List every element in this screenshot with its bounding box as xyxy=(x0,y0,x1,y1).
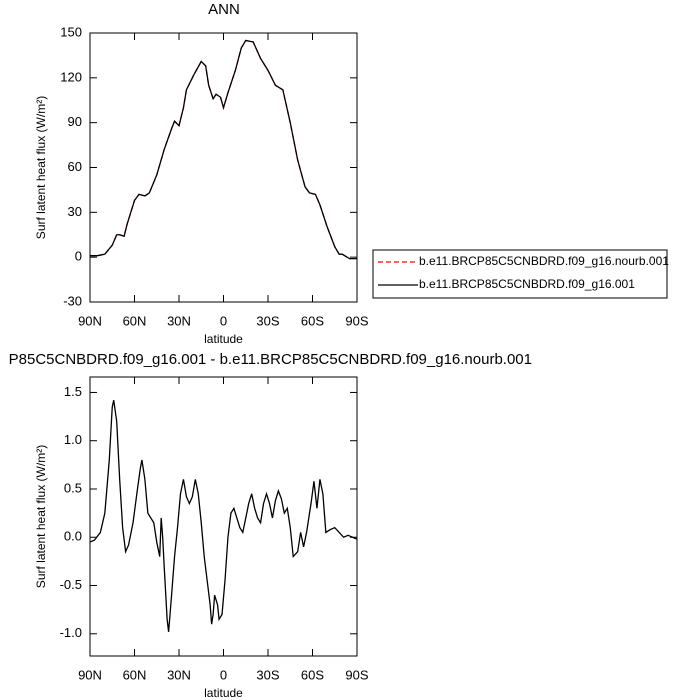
data-line xyxy=(89,400,358,632)
x-tick-label: 90N xyxy=(78,667,102,682)
plot-frame xyxy=(89,32,358,303)
x-tick-label: 60N xyxy=(123,667,147,682)
y-tick-label: 60 xyxy=(68,159,82,174)
y-tick-label: 150 xyxy=(60,24,82,39)
x-tick-label: 60N xyxy=(123,313,147,328)
x-tick-label: 30N xyxy=(167,667,191,682)
y-tick-label: -30 xyxy=(63,293,82,308)
x-tick-label: 90S xyxy=(345,313,368,328)
y-tick-label: 30 xyxy=(68,204,82,219)
y-tick-label: -0.5 xyxy=(60,577,82,592)
y-tick-label: -1.0 xyxy=(60,625,82,640)
x-tick-label: 90S xyxy=(345,667,368,682)
y-tick-label: 1.5 xyxy=(64,384,82,399)
x-tick-label: 0 xyxy=(220,313,227,328)
x-tick-label: 30S xyxy=(256,313,279,328)
y-tick-label: 120 xyxy=(60,69,82,84)
x-tick-label: 30S xyxy=(256,667,279,682)
x-axis-label: latitude xyxy=(204,686,243,700)
x-tick-label: 60S xyxy=(301,313,324,328)
y-axis-label: Surf latent heat flux (W/m²) xyxy=(34,96,48,239)
legend-label: b.e11.BRCP85C5CNBDRD.f09_g16.001 xyxy=(419,277,635,291)
legend-box xyxy=(372,249,668,299)
x-tick-label: 30N xyxy=(167,313,191,328)
legend-label: b.e11.BRCP85C5CNBDRD.f09_g16.nourb.001 xyxy=(419,254,669,268)
x-tick-label: 0 xyxy=(220,667,227,682)
y-axis-label: Surf latent heat flux (W/m²) xyxy=(34,445,48,588)
y-tick-label: 1.0 xyxy=(64,432,82,447)
chart-title: ANN xyxy=(208,1,240,18)
data-line xyxy=(90,39,357,260)
y-tick-label: 0.0 xyxy=(64,529,82,544)
y-tick-label: 90 xyxy=(68,114,82,129)
y-tick-label: 0.5 xyxy=(64,480,82,495)
plot-frame xyxy=(89,376,358,657)
chart-title: P85C5CNBDRD.f09_g16.001 - b.e11.BRCP85C5… xyxy=(9,351,532,368)
y-tick-label: 0 xyxy=(75,249,82,264)
x-axis-label: latitude xyxy=(204,332,243,346)
data-line xyxy=(90,39,357,260)
x-tick-label: 60S xyxy=(301,667,324,682)
x-tick-label: 90N xyxy=(78,313,102,328)
